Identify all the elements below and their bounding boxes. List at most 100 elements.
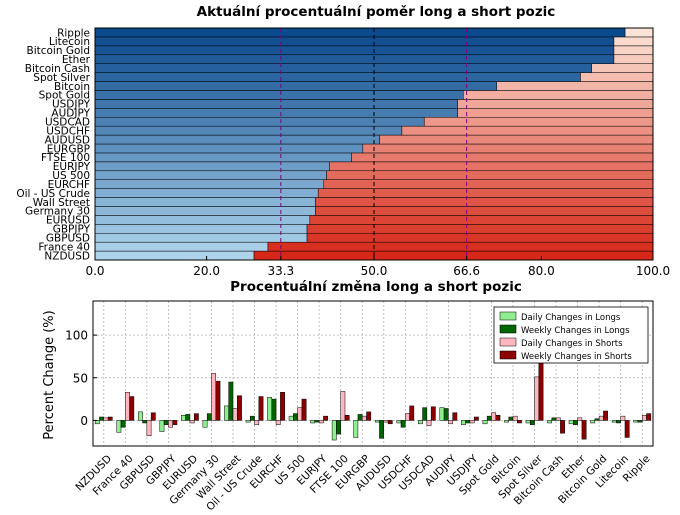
top-x-tick-label: 100.0 <box>636 264 670 278</box>
short-bar-11 <box>351 152 654 163</box>
short-bar-14 <box>401 125 654 136</box>
top-category-label: USDCHF <box>46 125 90 137</box>
top-category-label: Bitcoin Cash <box>25 63 90 75</box>
long-bar-0 <box>94 250 255 261</box>
top-category-label: Spot Silver <box>33 72 90 84</box>
change-bar-0 <box>590 420 596 424</box>
short-bar-3 <box>306 224 654 234</box>
change-bar-0 <box>396 420 402 424</box>
top-category-label: Wall Street <box>33 197 90 209</box>
change-bar-0 <box>331 420 337 441</box>
long-bar-16 <box>94 108 458 118</box>
change-bar-2 <box>426 420 432 426</box>
long-bar-21 <box>94 63 592 73</box>
top-category-label: EURGBP <box>47 143 90 155</box>
legend-label: Weekly Changes in Shorts <box>521 352 632 362</box>
change-bar-3 <box>517 420 522 424</box>
change-bar-1 <box>185 414 191 421</box>
top-category-label: Bitcoin Gold <box>27 45 91 57</box>
change-bar-3 <box>495 415 501 421</box>
change-bar-1 <box>314 420 320 423</box>
change-bar-0 <box>525 420 531 424</box>
short-bar-13 <box>379 134 654 145</box>
change-bar-0 <box>439 407 445 421</box>
legend-label: Daily Changes in Shorts <box>521 339 623 349</box>
long-bar-7 <box>94 188 319 198</box>
long-bar-15 <box>94 116 425 127</box>
change-bar-2 <box>103 417 109 421</box>
top-category-label: Spot Gold <box>39 90 90 102</box>
change-bar-2 <box>211 373 217 421</box>
change-bar-1 <box>228 381 234 421</box>
change-bar-3 <box>624 420 630 438</box>
long-bar-23 <box>94 45 615 56</box>
change-bar-0 <box>310 420 316 424</box>
change-bar-2 <box>361 415 367 421</box>
change-bar-0 <box>417 420 423 425</box>
top-chart-bars <box>94 27 654 261</box>
change-bar-0 <box>547 420 553 424</box>
change-bar-3 <box>193 413 199 421</box>
short-bar-16 <box>457 108 654 118</box>
change-bar-3 <box>538 362 544 421</box>
short-bar-5 <box>315 206 654 216</box>
top-category-label: FTSE 100 <box>41 152 90 164</box>
change-bar-3 <box>301 398 307 421</box>
legend-label: Weekly Changes in Longs <box>521 326 630 336</box>
short-bar-10 <box>329 161 654 172</box>
bottom-chart-y-label: Percent Change (%) <box>42 310 57 439</box>
change-bar-3 <box>409 405 415 421</box>
change-bar-3 <box>258 396 264 421</box>
top-x-tick-label: 0.0 <box>85 264 104 278</box>
top-category-label: AUDUSD <box>45 134 90 146</box>
change-bar-3 <box>646 413 652 421</box>
change-bar-3 <box>150 412 156 421</box>
change-bar-1 <box>379 420 385 439</box>
short-bar-2 <box>306 232 654 243</box>
bottom-chart-legend: Daily Changes in Longs Weekly Changes in … <box>493 306 649 364</box>
top-category-label: EURUSD <box>46 215 90 227</box>
change-bar-0 <box>482 420 488 425</box>
top-x-tick-label: 33.3 <box>267 264 294 278</box>
long-bar-14 <box>94 125 403 136</box>
long-bar-6 <box>94 197 316 207</box>
change-bar-2 <box>620 415 626 421</box>
change-bar-1 <box>249 415 255 421</box>
change-bar-3 <box>430 406 436 421</box>
short-bar-20 <box>580 72 654 82</box>
long-bar-20 <box>94 72 581 82</box>
change-bar-3 <box>172 420 178 425</box>
change-bar-1 <box>271 398 277 421</box>
change-bar-2 <box>318 420 324 424</box>
change-bar-0 <box>245 420 251 423</box>
change-bar-0 <box>159 420 165 432</box>
top-x-tick-label: 80.0 <box>528 264 555 278</box>
legend-swatch <box>499 324 517 334</box>
long-bar-11 <box>94 152 352 163</box>
change-bar-1 <box>637 420 643 423</box>
change-bar-3 <box>237 395 242 421</box>
change-bar-1 <box>357 414 363 421</box>
long-bar-13 <box>94 134 380 145</box>
change-bar-2 <box>469 420 475 424</box>
top-category-label: NZDUSD <box>44 250 90 262</box>
long-bar-25 <box>94 27 626 38</box>
change-bar-2 <box>448 420 453 425</box>
change-bar-1 <box>443 408 449 421</box>
change-bar-2 <box>512 415 518 421</box>
top-x-tick-label: 66.6 <box>453 264 480 278</box>
bottom-chart-title: Procentuální změna long a short pozic <box>230 279 522 295</box>
short-bar-19 <box>496 81 654 91</box>
change-bar-0 <box>353 420 359 438</box>
top-category-label: AUDJPY <box>51 108 90 120</box>
long-bar-12 <box>94 143 364 154</box>
legend-swatch <box>499 337 517 347</box>
change-bar-3 <box>107 416 113 421</box>
top-x-tick-label: 50.0 <box>361 264 388 278</box>
long-bar-3 <box>94 224 308 234</box>
change-bar-1 <box>120 420 126 428</box>
top-category-label: Ripple <box>57 27 90 39</box>
change-bar-2 <box>555 417 561 421</box>
short-bar-8 <box>323 179 654 189</box>
